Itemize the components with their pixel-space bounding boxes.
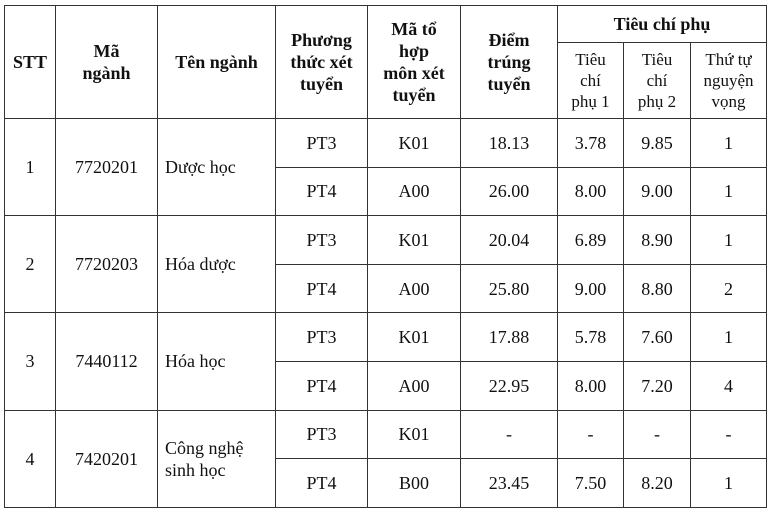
phuong-thuc-cell: PT4 [275,166,368,217]
to-hop-cell: K01 [367,215,461,265]
phuong-thuc-cell: PT4 [275,458,368,508]
ten-nganh-cell: Hóa dược [157,215,276,314]
table-row: PT4 A00 25.80 9.00 8.80 2 [5,263,767,314]
diem-cell: - [460,409,558,460]
thu-tu-nguyen-vong-cell: 2 [690,263,767,314]
table-row: 2 7720203 Hóa dược PT3 K01 20.04 6.89 8.90 1 [4,215,767,314]
header-ten-nganh: Tên ngành [157,5,276,119]
thu-tu-nguyen-vong-cell: 4 [690,360,767,411]
header-phuong-thuc: Phương thức xét tuyển [275,5,368,119]
tieu-chi-1-cell: 3.78 [557,118,624,168]
tieu-chi-1-cell: 8.00 [557,360,624,411]
thu-tu-nguyen-vong-cell: 1 [690,312,767,362]
table-row: 4 7420201 Công nghệ sinh học PT3 K01- - - - [4,409,767,508]
to-hop-cell: A00 [367,166,461,217]
tieu-chi-1-cell: 7.50 [557,458,624,508]
tieu-chi-2-cell: 9.00 [623,166,691,217]
tieu-chi-2-cell: 8.20 [623,458,691,508]
phuong-thuc-cell: PT3 [275,409,368,460]
header-tcp1: Tiêu chí phụ 1 [557,42,624,119]
ma-nganh-cell: 7720203 [55,215,158,314]
thu-tu-nguyen-vong-cell: - [690,409,767,460]
stt-cell: 2 [4,215,56,314]
thu-tu-nguyen-vong-cell: 1 [690,215,767,265]
ma-nganh-cell: 7420201 [55,409,158,508]
phuong-thuc-cell: PT4 [275,263,368,314]
ten-nganh-cell: Dược học [157,117,276,217]
to-hop-cell: K01 [367,409,461,460]
tieu-chi-2-cell: 8.80 [623,263,691,314]
header-tcp2: Tiêu chí phụ 2 [623,42,691,119]
to-hop-cell: A00 [367,360,461,411]
phuong-thuc-cell: PT3 [275,118,368,168]
ma-nganh-cell: 7720201 [55,117,158,217]
tieu-chi-2-cell: 8.90 [623,215,691,265]
diem-cell: 18.13 [460,118,558,168]
stt-cell: 4 [4,409,56,508]
table-row: PT4 B00 23.45 7.50 8.20 1 [5,458,767,508]
ten-nganh-cell: Hóa học [157,312,276,411]
phuong-thuc-cell: PT3 [275,312,368,362]
diem-cell: 17.88 [460,312,558,362]
header-tieu-chi-phu: Tiêu chí phụ [557,5,767,43]
tieu-chi-2-cell: 9.85 [623,118,691,168]
tieu-chi-1-cell: 9.00 [557,263,624,314]
tieu-chi-2-cell: 7.20 [623,360,691,411]
table-row: PT4 A00 26.00 8.00 9.00 1 [5,166,767,217]
diem-cell: 22.95 [460,360,558,411]
thu-tu-nguyen-vong-cell: 1 [690,458,767,508]
tieu-chi-2-cell: 7.60 [623,312,691,362]
stt-cell: 1 [4,117,56,217]
to-hop-cell: K01 [367,312,461,362]
tieu-chi-1-cell: 5.78 [557,312,624,362]
diem-cell: 25.80 [460,263,558,314]
admission-scores-table: STT Mã ngành Tên ngành Phương thức xét t… [4,5,767,508]
table-row: 3 7440112 Hóa học PT3 K01 17.88 5.78 7.60 1 [4,312,767,411]
phuong-thuc-cell: PT4 [275,360,368,411]
phuong-thuc-cell: PT3 [275,215,368,265]
tieu-chi-1-cell: - [557,409,624,460]
thu-tu-nguyen-vong-cell: 1 [690,118,767,168]
ten-nganh-cell: Công nghệ sinh học [157,409,276,508]
diem-cell: 26.00 [460,166,558,217]
header-ma-nganh: Mã ngành [55,5,158,119]
header-stt: STT [4,5,56,119]
tieu-chi-1-cell: 6.89 [557,215,624,265]
to-hop-cell: K01 [367,118,461,168]
header-ma-to-hop: Mã tổ hợp môn xét tuyển [367,5,461,119]
table-row: PT4 A00 22.95 8.00 7.20 4 [5,360,767,411]
ma-nganh-cell: 7440112 [55,312,158,411]
stt-cell: 3 [4,312,56,411]
to-hop-cell: A00 [367,263,461,314]
to-hop-cell: B00 [367,458,461,508]
diem-cell: 23.45 [460,458,558,508]
header-thu-tu: Thứ tự nguyện vọng [690,42,767,119]
diem-cell: 20.04 [460,215,558,265]
tieu-chi-2-cell: - [623,409,691,460]
thu-tu-nguyen-vong-cell: 1 [690,166,767,217]
table-row: 1 7720201 Dược học PT3 K01 18.13 3.78 9.85 1 [4,117,767,217]
tieu-chi-1-cell: 8.00 [557,166,624,217]
header-diem: Điểm trúng tuyển [460,5,558,119]
